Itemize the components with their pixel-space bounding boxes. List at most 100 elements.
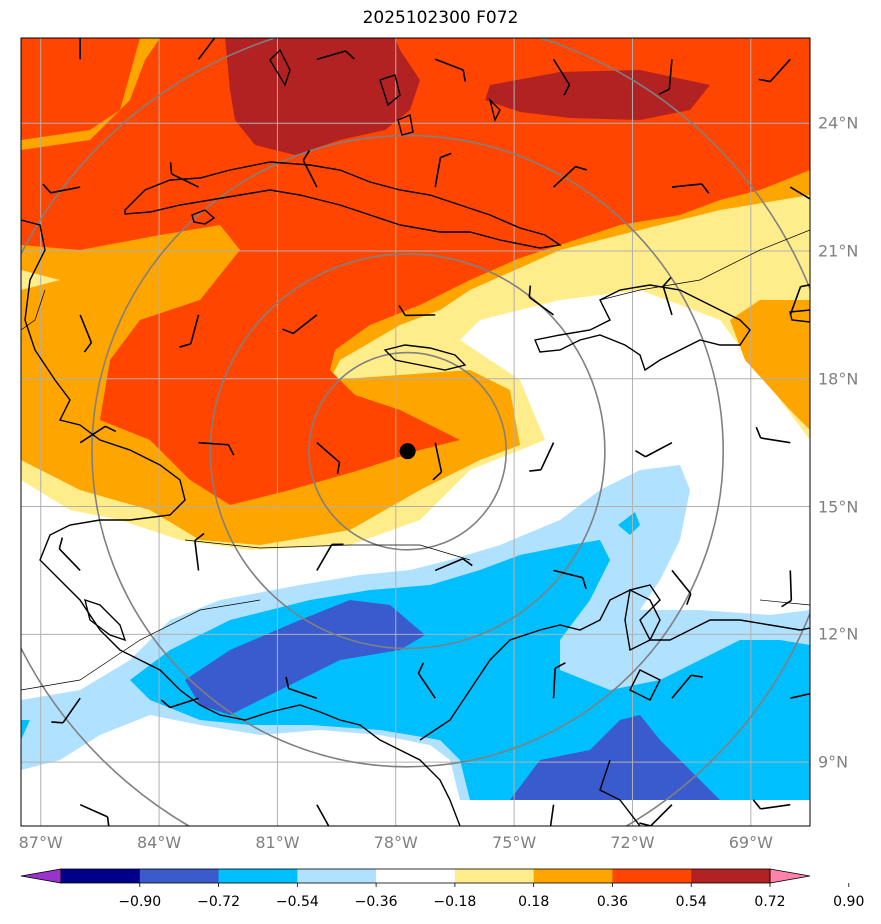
coast-bahamas-4 — [488, 97, 501, 123]
wind-barb — [671, 569, 692, 605]
wind-barb — [658, 59, 673, 96]
coast-bahamas-1 — [269, 48, 291, 87]
longitude-tick-label: 87°W — [18, 833, 63, 852]
wind-barb — [755, 426, 791, 444]
coast-puerto-rico — [789, 309, 810, 323]
storm-center-marker[interactable] — [399, 443, 416, 460]
border-2 — [599, 229, 810, 301]
wind-barb — [434, 58, 467, 82]
wind-barb — [434, 557, 473, 572]
coast-bahamas-2 — [379, 74, 401, 107]
wind-barb — [42, 183, 81, 194]
colorbar-tick-label: 0.36 — [596, 894, 629, 910]
wind-barb — [51, 697, 81, 724]
wind-barb — [58, 537, 81, 571]
colorbar-tick-label: 0.90 — [833, 894, 865, 910]
coast-bahamas-3 — [397, 114, 414, 136]
colorbar-segment — [218, 869, 298, 883]
border-4 — [759, 599, 810, 606]
colorbar-extend-low — [20, 868, 62, 884]
wind-barb — [789, 283, 810, 316]
wind-barb — [198, 441, 235, 456]
wind-barb — [790, 690, 810, 699]
longitude-tick-label: 78°W — [373, 833, 418, 852]
border-3 — [184, 539, 471, 561]
colorbar-segment — [61, 869, 141, 883]
longitude-tick-label: 75°W — [492, 833, 537, 852]
latitude-tick-label: 9°N — [818, 752, 849, 772]
colorbar-tick-label: 0.54 — [675, 894, 707, 910]
wind-barb — [552, 58, 571, 96]
wind-barb — [781, 570, 793, 608]
wind-barb — [758, 58, 791, 83]
longitude-tick-label: 81°W — [255, 833, 300, 852]
coast-jamaica — [383, 344, 467, 371]
contour-pos-072-east — [485, 70, 710, 120]
wind-barb — [316, 804, 333, 826]
colorbar-tick-label: −0.18 — [433, 894, 477, 910]
range-rings — [21, 38, 810, 826]
colorbar-tick-label: 0.18 — [518, 894, 550, 910]
latitude-tick-label: 12°N — [818, 624, 859, 644]
latitude-tick-label: 24°N — [818, 113, 859, 133]
range-ring — [209, 253, 606, 650]
wind-barb — [789, 186, 810, 204]
wind-barb — [282, 314, 318, 335]
gridlines — [21, 38, 810, 826]
wind-barb — [398, 305, 436, 317]
wind-barb — [752, 799, 791, 810]
coast-hispaniola — [534, 284, 751, 372]
longitude-tick-label: 72°W — [610, 833, 655, 852]
wind-barb — [285, 676, 318, 699]
wind-barb — [160, 697, 199, 709]
colorbar-segment — [297, 869, 377, 883]
wind-barbs — [42, 38, 810, 826]
contour-neg-054-east — [510, 715, 720, 800]
colorbar-segment — [454, 869, 535, 883]
colorbar-segment — [691, 869, 771, 883]
wind-barb — [417, 662, 436, 699]
wind-barb — [79, 38, 81, 60]
coast-lake-nicaragua — [84, 598, 127, 642]
wind-barb — [528, 285, 555, 316]
wind-barb — [432, 442, 443, 481]
map-field — [21, 38, 810, 826]
latitude-tick-label: 21°N — [818, 241, 859, 261]
wind-barb — [662, 276, 673, 316]
contour-neg-054-west — [185, 600, 425, 715]
wind-barb — [194, 532, 205, 571]
wind-barb — [316, 442, 341, 474]
coast-central-america — [21, 219, 461, 826]
colorbar-segment — [533, 869, 613, 883]
map-title: 2025102300 F072 — [362, 8, 519, 28]
wind-barb — [548, 804, 555, 826]
wind-barb — [639, 804, 673, 826]
wind-barb — [179, 314, 200, 348]
colorbar-frame — [60, 868, 771, 884]
range-ring — [91, 134, 725, 768]
wind-barb — [671, 183, 710, 194]
latitude-tick-label: 18°N — [818, 369, 859, 389]
plot-frame — [20, 37, 811, 827]
wind-barb — [671, 674, 703, 699]
colorbar-tick-label: −0.72 — [197, 894, 240, 910]
wind-barb — [316, 50, 355, 61]
range-ring — [308, 351, 508, 551]
wind-barb — [79, 803, 110, 826]
colorbar-extend-high — [769, 868, 811, 884]
wind-barb — [552, 662, 566, 699]
longitude-tick-label: 69°W — [728, 833, 773, 852]
coast-cuba — [124, 161, 562, 249]
wind-barb — [635, 441, 673, 458]
wind-barb — [553, 569, 587, 590]
wind-barb — [553, 165, 587, 188]
coast-lake-maracaibo — [624, 588, 661, 652]
colorbar-tick-label: 0.72 — [754, 894, 786, 910]
colorbar-segment — [376, 869, 456, 883]
wind-barb — [302, 150, 318, 188]
colorbar-tick-label: −0.36 — [354, 894, 398, 910]
border-5 — [21, 289, 46, 331]
wind-barb — [169, 162, 199, 188]
